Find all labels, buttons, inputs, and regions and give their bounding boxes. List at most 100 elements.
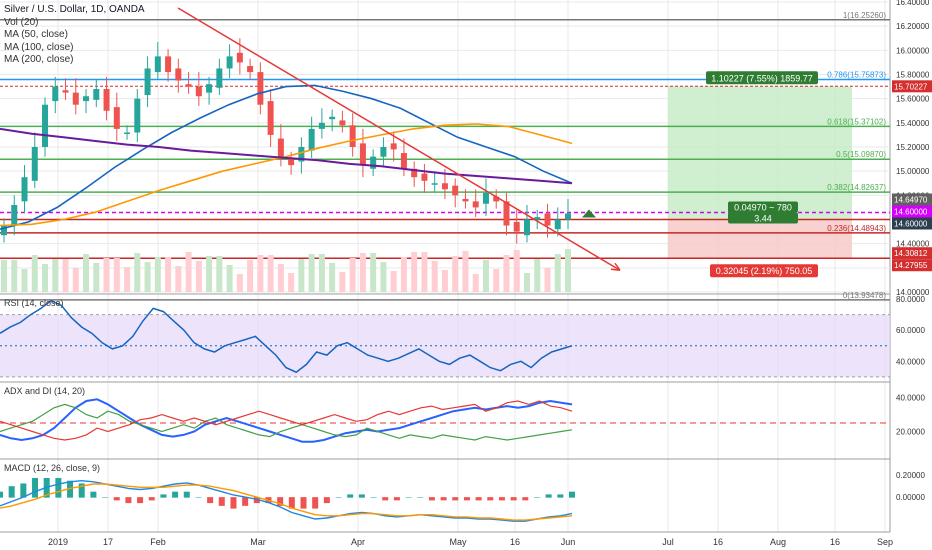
price-tick-label: 15.80000 xyxy=(896,71,930,80)
volume-bar xyxy=(431,261,438,292)
candle-body xyxy=(452,185,459,196)
position-ratio-label: 3.44 xyxy=(754,214,772,224)
price-tag: 14.60000 xyxy=(894,220,928,229)
candle-body xyxy=(298,147,305,162)
macd-histogram-bar xyxy=(323,497,330,504)
candle-body xyxy=(411,168,418,178)
volume-bar xyxy=(1,260,7,292)
stop-loss-zone xyxy=(668,219,852,259)
price-tick-label: 16.40000 xyxy=(896,0,930,7)
macd-histogram-bar xyxy=(0,491,3,498)
price-tick-label: 14.40000 xyxy=(896,240,930,249)
up-arrow-icon xyxy=(582,209,596,218)
symbol-title[interactable]: Silver / U.S. Dollar, 1D, OANDA xyxy=(4,4,145,15)
candle-body xyxy=(134,98,141,133)
volume-bar xyxy=(236,274,243,292)
macd-histogram-bar xyxy=(183,491,190,498)
candle-body xyxy=(390,143,397,150)
macd-signal-line xyxy=(0,483,573,521)
price-tick-label: 15.20000 xyxy=(896,143,930,152)
volume-bar xyxy=(421,252,428,292)
legend-ma100[interactable]: MA (100, close) xyxy=(4,41,74,53)
legend-vol[interactable]: Vol (20) xyxy=(4,16,39,28)
candle-body xyxy=(226,56,233,69)
volume-bar xyxy=(298,259,305,292)
candle-body xyxy=(380,147,387,157)
volume-bar xyxy=(359,253,366,292)
price-tick-label: 16.20000 xyxy=(896,22,930,31)
volume-bar xyxy=(318,254,325,292)
ma-line xyxy=(0,127,573,185)
candle-body xyxy=(31,147,38,181)
volume-bar xyxy=(216,256,223,292)
candle-body xyxy=(513,221,520,232)
macd-histogram-bar xyxy=(242,497,249,506)
volume-bar xyxy=(503,255,510,292)
price-tag-bg xyxy=(892,259,932,272)
candle-body xyxy=(462,198,469,202)
candle-body xyxy=(247,66,254,73)
macd-histogram-bar xyxy=(253,497,260,504)
candle-body xyxy=(103,89,110,111)
macd-histogram-bar xyxy=(417,497,424,498)
volume-bar xyxy=(267,255,274,292)
volume-bar xyxy=(452,256,459,292)
volume-bar xyxy=(349,258,356,292)
price-tag-bg xyxy=(892,80,932,93)
volume-bar xyxy=(62,259,69,292)
candle-body xyxy=(359,143,366,166)
sl-label-bg xyxy=(710,264,818,278)
macd-histogram-bar xyxy=(569,491,575,498)
macd-histogram-bar xyxy=(382,497,389,501)
candle-body xyxy=(441,183,448,190)
candle-body xyxy=(339,120,346,126)
candle-body xyxy=(144,68,151,96)
fib-level-label: 0(13.93478) xyxy=(843,291,886,300)
candle-body xyxy=(493,196,500,202)
volume-bar xyxy=(72,268,79,292)
macd-histogram-bar xyxy=(475,497,482,501)
macd-histogram-bar xyxy=(230,497,237,509)
macd-title: MACD (12, 26, close, 9) xyxy=(4,463,100,473)
x-tick-label: 16 xyxy=(713,537,723,547)
candle-body xyxy=(534,217,541,220)
volume-bar xyxy=(42,264,49,292)
candle-body xyxy=(113,107,120,129)
macd-histogram-bar xyxy=(393,497,400,501)
x-tick-label: Apr xyxy=(351,537,365,547)
volume-bar xyxy=(124,267,131,292)
macd-histogram-bar xyxy=(557,494,564,498)
price-tag: 15.70227 xyxy=(894,82,928,91)
volume-bar xyxy=(565,249,571,292)
fib-level-label: 0.236(14.48943) xyxy=(827,224,886,233)
price-tick-label: 15.60000 xyxy=(896,95,930,104)
fib-level-label: 0.618(15.37102) xyxy=(827,117,886,126)
x-tick-label: Jul xyxy=(662,537,674,547)
price-tag-bg xyxy=(892,217,932,230)
volume-bar xyxy=(277,264,284,292)
candle-body xyxy=(206,84,213,93)
trend-arrow-head xyxy=(610,262,621,271)
legend-ma50[interactable]: MA (50, close) xyxy=(4,29,68,40)
volume-bar xyxy=(195,261,202,292)
volume-bar xyxy=(83,254,90,292)
volume-bar xyxy=(534,259,541,292)
ma-line xyxy=(0,123,573,227)
candle-body xyxy=(52,86,59,102)
macd-histogram-bar xyxy=(463,497,470,501)
price-tag: 14.60000 xyxy=(894,208,928,217)
legend-ma200[interactable]: MA (200, close) xyxy=(4,54,74,65)
volume-bar xyxy=(21,269,28,292)
candle-body xyxy=(482,192,489,204)
position-mid-label: 0.04970 ~ 780 xyxy=(734,203,792,213)
price-tag-bg xyxy=(892,247,932,260)
macd-histogram-bar xyxy=(137,497,144,504)
rsi-tick-label: 80.0000 xyxy=(896,295,925,304)
macd-histogram-bar xyxy=(172,491,179,498)
candle-body xyxy=(472,201,479,208)
volume-bar xyxy=(52,259,59,292)
candle-body xyxy=(21,177,28,202)
candle-body xyxy=(175,68,182,81)
adx-series-line xyxy=(0,403,573,441)
